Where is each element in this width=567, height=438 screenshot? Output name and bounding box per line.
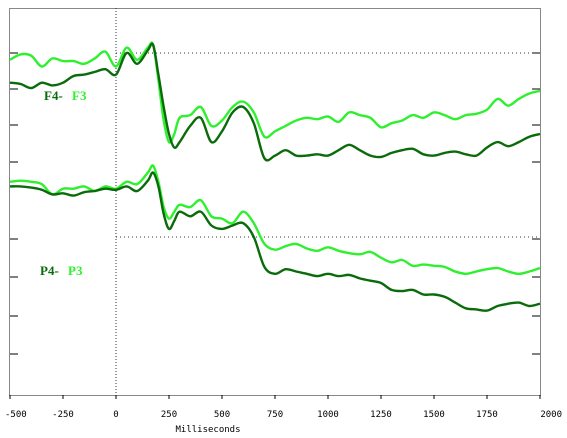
x-tick-label: 0 [113,410,118,420]
grid [10,8,540,395]
panel-1-light-line [9,41,541,144]
panel-1-label-light: F3 [72,88,87,103]
x-tick-label: 250 [161,410,177,420]
x-tick-label: 1750 [476,410,498,420]
panel-2-label-light: P3 [68,263,83,278]
x-axis: -500 -250 0 250 500 750 1000 1250 1500 1750 2000 [5,395,562,420]
panel-1-dark-line [9,42,541,162]
panel-1-label: F4- F3 [44,88,87,103]
x-tick-label: 2000 [540,410,562,420]
panel-2-label: P4- P3 [40,263,83,278]
chart-frame [9,8,541,396]
panel-2-light-line [9,164,541,275]
x-tick-label: -250 [52,410,74,420]
panel-2-dark-line [9,171,541,312]
plot-area [9,41,541,312]
x-axis-title: Milliseconds [175,425,240,435]
panel-2-label-dark: P4- [40,263,59,278]
x-tick-label: 1000 [317,410,339,420]
x-tick-label: 750 [267,410,283,420]
x-tick-label: 500 [214,410,230,420]
x-tick-label: 1500 [423,410,445,420]
plot-border [9,8,541,396]
panel-1-label-dark: F4- [44,88,63,103]
x-tick-label: -500 [5,410,27,420]
x-tick-label: 1250 [370,410,392,420]
